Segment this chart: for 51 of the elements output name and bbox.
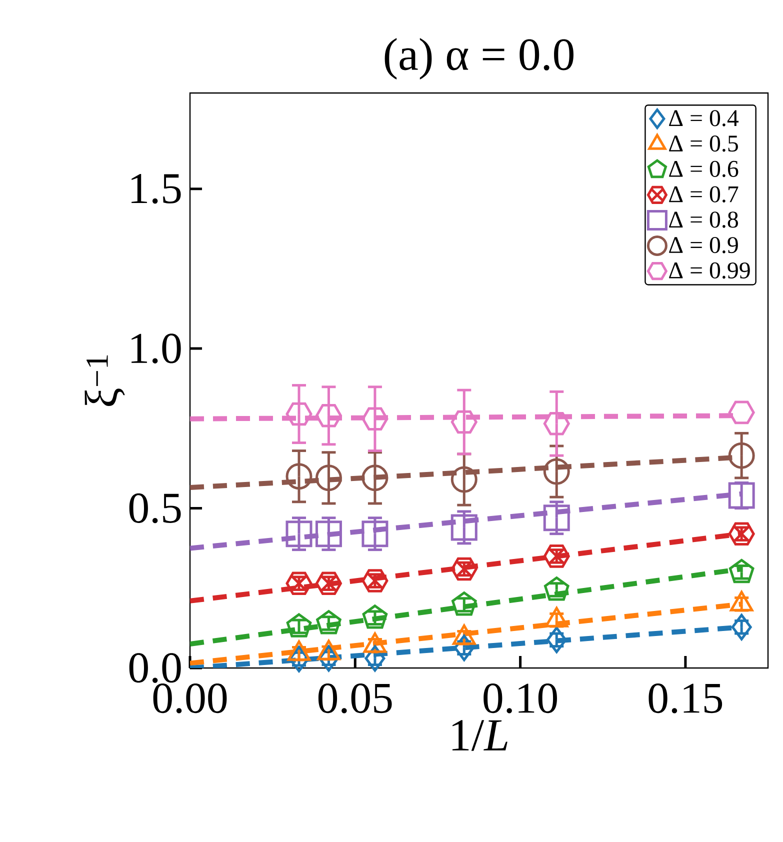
legend-label: Δ = 0.7	[669, 186, 738, 202]
point	[451, 592, 477, 616]
y-tick-label: 0.0	[129, 653, 181, 683]
x-tick-label: 0.10	[484, 684, 557, 714]
x-tick-label: 0.00	[153, 684, 227, 714]
y-tick-label: 1.5	[132, 174, 181, 204]
point	[450, 514, 478, 541]
point	[731, 614, 752, 640]
point	[728, 558, 754, 584]
point	[543, 504, 570, 532]
y-axis-title: ξ$^{−1}$	[84, 355, 125, 406]
legend-label: Δ = 0.9	[669, 236, 738, 254]
legend-label: Δ = 0.5	[669, 135, 738, 152]
point	[450, 557, 478, 581]
point	[728, 522, 755, 546]
point	[362, 520, 388, 548]
x-axis-title: 1/L	[452, 720, 508, 751]
y-tick-label: 1.0	[132, 334, 181, 364]
x-tick-label: 0.15	[648, 684, 722, 714]
point	[315, 464, 342, 492]
point	[315, 572, 342, 595]
point	[544, 576, 570, 601]
legend-label: Δ = 0.8	[669, 212, 738, 228]
point	[286, 463, 312, 490]
point	[286, 572, 312, 595]
y-tick-label: 0.5	[129, 493, 181, 524]
point	[728, 482, 755, 509]
point	[543, 544, 570, 568]
point	[728, 442, 755, 469]
point	[286, 613, 312, 638]
x-tick-label: 0.05	[318, 684, 392, 714]
point	[316, 610, 342, 634]
point	[286, 520, 312, 548]
point	[362, 604, 388, 629]
legend-label: Δ = 0.4	[669, 110, 739, 126]
chart-title: (a) α = 0.0	[384, 38, 574, 80]
point	[362, 407, 388, 430]
point	[543, 412, 570, 436]
point	[546, 626, 567, 654]
point	[315, 520, 342, 548]
point	[362, 464, 388, 492]
point	[543, 458, 570, 485]
point	[286, 402, 312, 426]
point	[728, 400, 755, 424]
point	[454, 634, 474, 662]
point	[315, 404, 342, 428]
legend-label: Δ = 0.6	[669, 160, 738, 178]
point	[362, 569, 388, 592]
legend-label: Δ = 0.99	[669, 262, 750, 279]
point	[450, 410, 478, 434]
point	[450, 466, 478, 493]
